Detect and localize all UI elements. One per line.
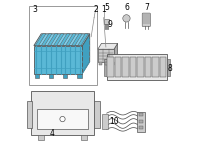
Bar bbox=[77, 74, 82, 78]
Bar bbox=[139, 126, 143, 129]
Bar bbox=[107, 57, 114, 77]
Bar bbox=[130, 57, 136, 77]
Text: 3: 3 bbox=[32, 5, 37, 14]
Bar bbox=[27, 101, 32, 128]
Bar bbox=[99, 62, 102, 65]
Bar bbox=[167, 59, 170, 76]
Text: 4: 4 bbox=[50, 129, 55, 138]
Bar bbox=[102, 114, 108, 129]
Bar bbox=[122, 57, 129, 77]
Circle shape bbox=[123, 15, 130, 22]
Bar bbox=[98, 49, 114, 62]
Bar bbox=[137, 112, 145, 132]
Text: 7: 7 bbox=[145, 2, 149, 12]
Bar bbox=[152, 57, 159, 77]
Bar bbox=[111, 62, 114, 65]
Bar bbox=[105, 62, 108, 65]
Bar bbox=[104, 19, 109, 24]
Bar bbox=[115, 57, 121, 77]
Text: 1: 1 bbox=[101, 5, 106, 14]
Polygon shape bbox=[41, 34, 52, 46]
Polygon shape bbox=[34, 34, 90, 46]
Bar bbox=[81, 135, 87, 140]
Bar bbox=[29, 6, 97, 85]
Bar bbox=[31, 91, 94, 135]
Text: 6: 6 bbox=[125, 2, 130, 12]
Bar bbox=[137, 57, 144, 77]
Polygon shape bbox=[34, 46, 82, 74]
Text: 8: 8 bbox=[167, 64, 172, 73]
Bar bbox=[63, 74, 67, 78]
Polygon shape bbox=[78, 34, 88, 46]
Bar bbox=[38, 135, 44, 140]
Polygon shape bbox=[60, 34, 70, 46]
Bar bbox=[139, 120, 143, 123]
Polygon shape bbox=[114, 43, 118, 62]
Bar bbox=[94, 101, 100, 128]
Polygon shape bbox=[66, 34, 76, 46]
Polygon shape bbox=[47, 34, 58, 46]
FancyBboxPatch shape bbox=[142, 13, 150, 27]
Polygon shape bbox=[53, 34, 64, 46]
Bar bbox=[37, 109, 88, 129]
Bar bbox=[35, 74, 39, 78]
Circle shape bbox=[60, 116, 65, 122]
Bar bbox=[104, 59, 107, 76]
Polygon shape bbox=[72, 34, 82, 46]
Text: 10: 10 bbox=[109, 117, 119, 126]
Bar bbox=[107, 24, 108, 29]
Polygon shape bbox=[82, 34, 90, 74]
Bar bbox=[139, 113, 143, 116]
Polygon shape bbox=[35, 34, 46, 46]
Bar bbox=[160, 57, 166, 77]
Bar bbox=[107, 54, 167, 80]
Bar bbox=[105, 24, 106, 29]
Polygon shape bbox=[98, 43, 118, 49]
Text: 2: 2 bbox=[94, 5, 99, 14]
Bar bbox=[49, 74, 53, 78]
Text: 9: 9 bbox=[107, 20, 112, 29]
Text: 5: 5 bbox=[104, 2, 109, 12]
Bar bbox=[145, 57, 151, 77]
